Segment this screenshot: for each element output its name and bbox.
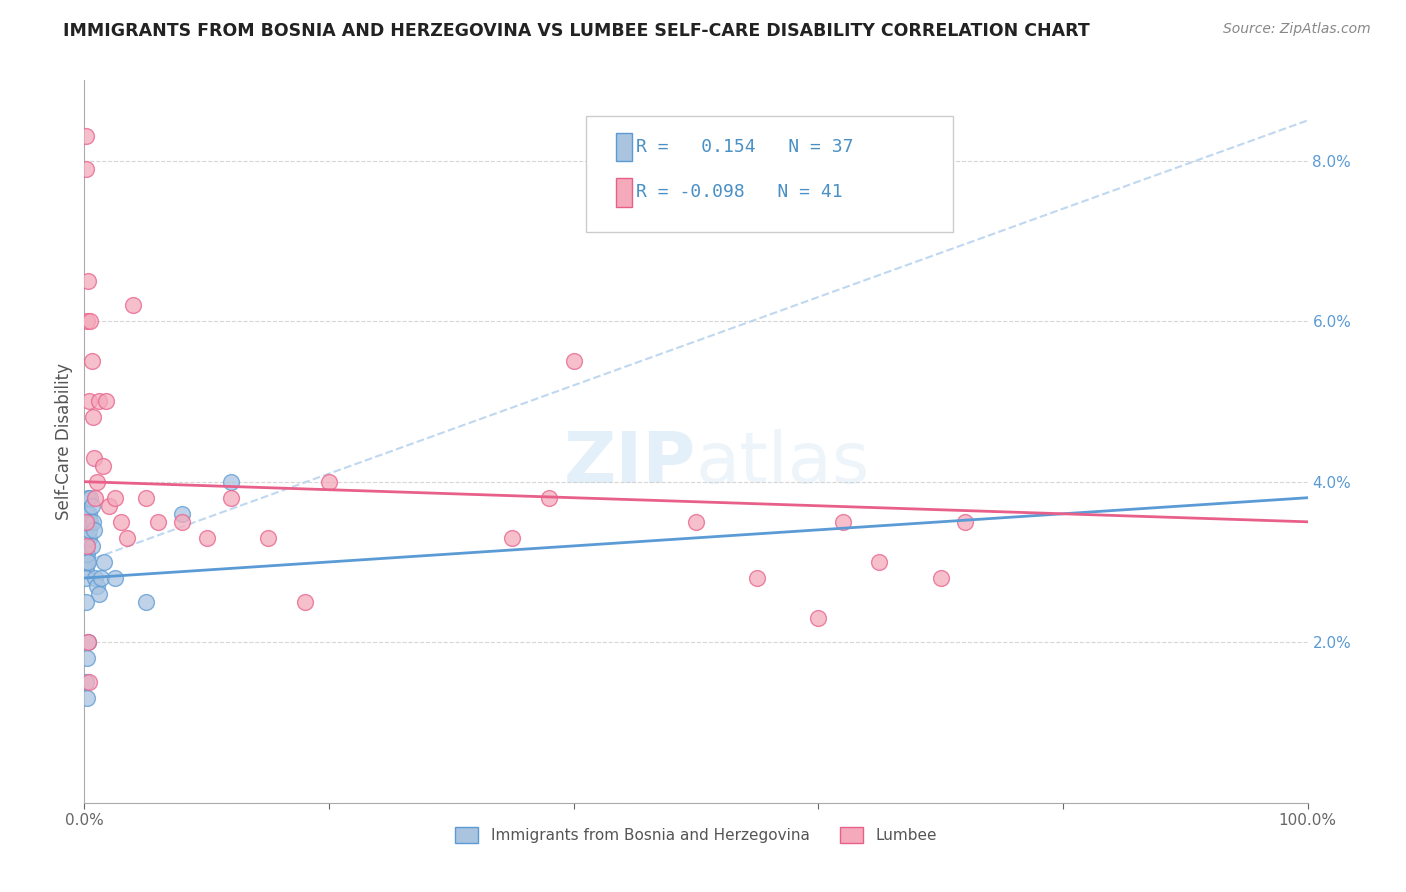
Point bbox=[831, 515, 853, 529]
Point bbox=[104, 491, 127, 505]
Point bbox=[82, 515, 104, 529]
Point bbox=[172, 515, 194, 529]
Point bbox=[953, 515, 976, 529]
Point bbox=[146, 515, 169, 529]
Point bbox=[91, 458, 114, 473]
Point bbox=[75, 595, 97, 609]
Point bbox=[115, 531, 138, 545]
Point bbox=[77, 635, 100, 649]
Point bbox=[77, 515, 100, 529]
Point bbox=[77, 635, 100, 649]
Point bbox=[135, 595, 157, 609]
FancyBboxPatch shape bbox=[586, 116, 953, 232]
Text: IMMIGRANTS FROM BOSNIA AND HERZEGOVINA VS LUMBEE SELF-CARE DISABILITY CORRELATIO: IMMIGRANTS FROM BOSNIA AND HERZEGOVINA V… bbox=[63, 22, 1090, 40]
Point bbox=[77, 394, 100, 409]
Point bbox=[172, 507, 194, 521]
Text: atlas: atlas bbox=[696, 429, 870, 498]
Point bbox=[82, 410, 104, 425]
Point bbox=[80, 354, 103, 368]
Y-axis label: Self-Care Disability: Self-Care Disability bbox=[55, 363, 73, 520]
Point bbox=[79, 314, 101, 328]
Point bbox=[219, 491, 242, 505]
Point bbox=[747, 571, 769, 585]
Point bbox=[84, 491, 107, 505]
Text: R = -0.098   N = 41: R = -0.098 N = 41 bbox=[637, 184, 844, 202]
Point bbox=[76, 531, 98, 545]
Point bbox=[75, 539, 97, 553]
Point bbox=[75, 555, 97, 569]
Point bbox=[86, 579, 108, 593]
Point bbox=[294, 595, 316, 609]
Point bbox=[80, 499, 103, 513]
Point bbox=[75, 523, 97, 537]
Point bbox=[195, 531, 218, 545]
Point bbox=[77, 523, 100, 537]
FancyBboxPatch shape bbox=[616, 133, 631, 161]
Point bbox=[538, 491, 561, 505]
Text: Source: ZipAtlas.com: Source: ZipAtlas.com bbox=[1223, 22, 1371, 37]
Point bbox=[80, 539, 103, 553]
Point bbox=[76, 314, 98, 328]
Point bbox=[929, 571, 952, 585]
Point bbox=[83, 450, 105, 465]
Point bbox=[76, 539, 98, 553]
Point bbox=[97, 499, 120, 513]
Text: ZIP: ZIP bbox=[564, 429, 696, 498]
Legend: Immigrants from Bosnia and Herzegovina, Lumbee: Immigrants from Bosnia and Herzegovina, … bbox=[450, 822, 942, 849]
Point bbox=[110, 515, 132, 529]
Point bbox=[79, 491, 101, 505]
Point bbox=[76, 507, 98, 521]
Point bbox=[502, 531, 524, 545]
Point bbox=[93, 555, 115, 569]
Point bbox=[76, 555, 98, 569]
Point bbox=[562, 354, 585, 368]
Text: R =   0.154   N = 37: R = 0.154 N = 37 bbox=[637, 138, 853, 156]
Point bbox=[76, 547, 98, 561]
Point bbox=[90, 571, 112, 585]
Point bbox=[79, 515, 101, 529]
Point bbox=[76, 651, 98, 665]
Point bbox=[83, 523, 105, 537]
Point bbox=[77, 531, 100, 545]
Point bbox=[77, 555, 100, 569]
Point bbox=[869, 555, 891, 569]
Point bbox=[75, 547, 97, 561]
Point bbox=[122, 298, 145, 312]
Point bbox=[76, 691, 98, 706]
Point bbox=[75, 571, 97, 585]
Point bbox=[84, 571, 107, 585]
Point bbox=[807, 611, 830, 625]
Point bbox=[104, 571, 127, 585]
Point bbox=[77, 491, 100, 505]
Point bbox=[318, 475, 340, 489]
Point bbox=[75, 675, 97, 690]
Point bbox=[77, 507, 100, 521]
Point bbox=[75, 161, 97, 176]
Point bbox=[96, 394, 118, 409]
Point bbox=[77, 675, 100, 690]
Point bbox=[75, 515, 97, 529]
Point bbox=[257, 531, 280, 545]
Point bbox=[75, 531, 97, 545]
Point bbox=[75, 563, 97, 577]
Point bbox=[87, 587, 110, 601]
Point bbox=[135, 491, 157, 505]
Point bbox=[685, 515, 707, 529]
Point bbox=[77, 274, 100, 288]
Point bbox=[219, 475, 242, 489]
Point bbox=[86, 475, 108, 489]
FancyBboxPatch shape bbox=[616, 178, 631, 207]
Point bbox=[87, 394, 110, 409]
Point bbox=[75, 129, 97, 144]
